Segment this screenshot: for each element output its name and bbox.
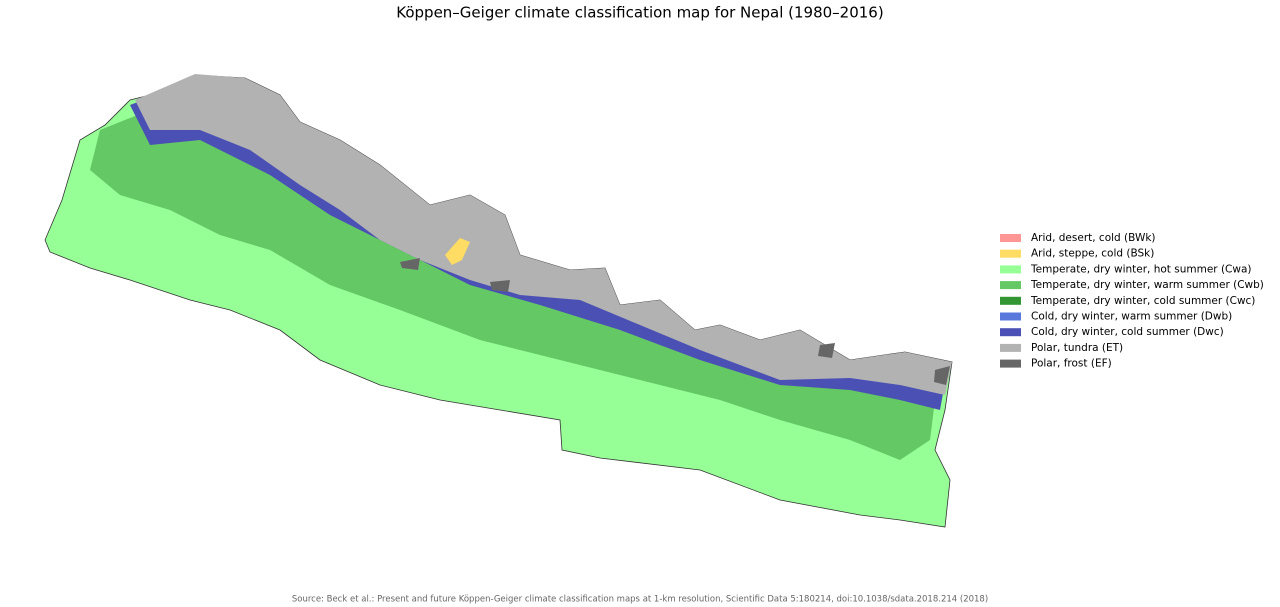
legend-label: Cold, dry winter, warm summer (Dwb)	[1031, 311, 1232, 323]
legend: Arid, desert, cold (BWk) Arid, steppe, co…	[1000, 232, 1264, 370]
legend-label: Temperate, dry winter, hot summer (Cwa)	[1030, 263, 1252, 275]
legend-swatch	[1000, 312, 1021, 321]
legend-label: Temperate, dry winter, cold summer (Cwc)	[1030, 295, 1255, 307]
legend-swatch	[1000, 281, 1021, 290]
region-bsk	[445, 238, 470, 265]
source-note: Source: Beck et al.: Present and future …	[292, 595, 988, 605]
legend-swatch	[1000, 249, 1021, 258]
legend-label: Arid, desert, cold (BWk)	[1031, 232, 1156, 244]
legend-swatch	[1000, 265, 1021, 274]
map-title: Köppen–Geiger climate classification map…	[396, 4, 883, 22]
legend-label: Cold, dry winter, cold summer (Dwc)	[1031, 326, 1224, 338]
nepal-map	[44, 74, 953, 528]
legend-label: Polar, frost (EF)	[1031, 358, 1112, 370]
legend-swatch	[1000, 343, 1021, 352]
legend-swatch	[1000, 359, 1021, 368]
legend-swatch	[1000, 296, 1021, 305]
legend-label: Polar, tundra (ET)	[1031, 342, 1123, 354]
legend-swatch	[1000, 328, 1021, 337]
legend-label: Arid, steppe, cold (BSk)	[1031, 248, 1154, 260]
legend-swatch	[1000, 234, 1021, 242]
region-et	[135, 74, 952, 395]
region-cwb	[90, 110, 935, 460]
legend-label: Temperate, dry winter, warm summer (Cwb)	[1030, 279, 1264, 291]
